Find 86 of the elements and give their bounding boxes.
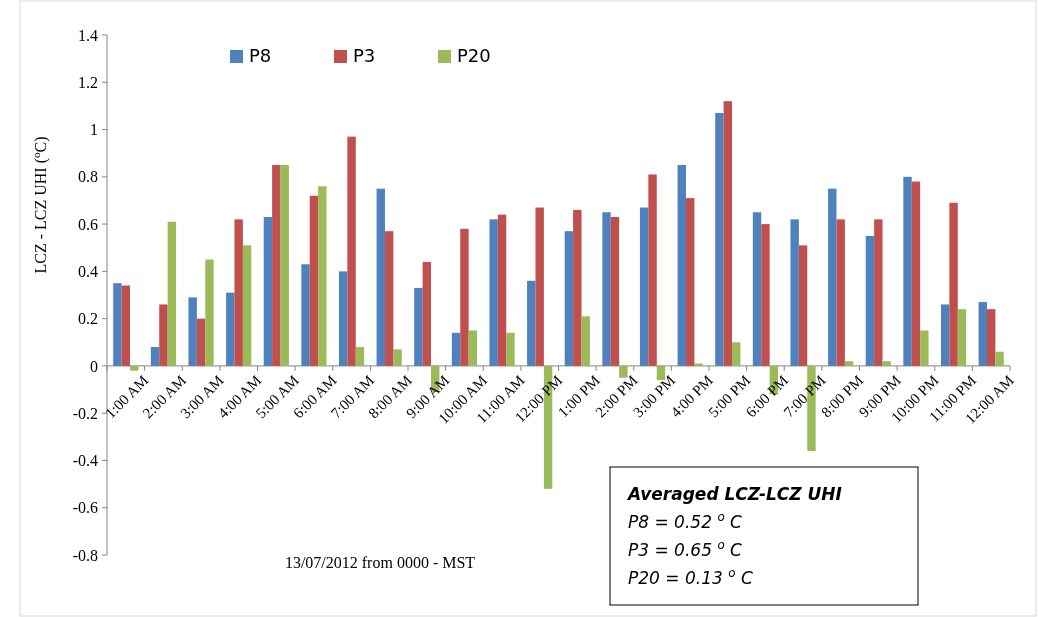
bar xyxy=(602,212,611,366)
bar xyxy=(460,228,469,366)
bar xyxy=(489,219,498,366)
bar xyxy=(581,316,590,366)
bar xyxy=(384,231,394,366)
bar xyxy=(376,188,385,366)
bar xyxy=(167,221,177,366)
bar xyxy=(263,217,273,366)
bar xyxy=(874,219,883,366)
bar xyxy=(882,361,891,366)
bar xyxy=(911,181,921,366)
bar xyxy=(752,212,762,366)
y-tick-label: -0.6 xyxy=(72,499,98,517)
bar xyxy=(468,330,478,366)
bar xyxy=(188,297,197,366)
y-tick-label: 0 xyxy=(90,357,98,375)
bar xyxy=(949,202,958,366)
bar xyxy=(535,207,544,366)
bar xyxy=(828,188,837,366)
bar xyxy=(732,342,741,366)
bar xyxy=(573,209,582,366)
bar xyxy=(903,176,912,366)
y-tick-label: 0.4 xyxy=(78,262,98,280)
bar xyxy=(318,186,327,366)
bar xyxy=(113,283,122,366)
bar xyxy=(978,302,987,366)
annotation: P8 = 0.52 $^{o}$ C xyxy=(628,510,743,532)
bar xyxy=(844,361,854,366)
bar xyxy=(685,198,695,366)
bar xyxy=(159,304,168,366)
bar xyxy=(338,271,348,366)
y-tick-label: -0.4 xyxy=(72,452,98,470)
bar xyxy=(798,245,808,366)
legend-label: P20 xyxy=(457,45,491,67)
bar xyxy=(639,207,649,366)
y-tick-label: 0.6 xyxy=(78,215,98,233)
y-tick-label: -0.8 xyxy=(72,546,98,564)
bar xyxy=(761,224,770,366)
text: P20 = 0.13 $^{o}$ C xyxy=(628,566,753,588)
bar xyxy=(226,292,235,366)
bar xyxy=(715,113,724,366)
y-tick-label: 1.4 xyxy=(78,26,98,44)
bar xyxy=(355,347,365,366)
bar xyxy=(610,217,620,366)
bar xyxy=(506,332,515,366)
bar xyxy=(414,287,423,366)
bar xyxy=(957,309,967,366)
y-tick-label: 1.2 xyxy=(78,73,98,91)
y-tick-label: 0.8 xyxy=(78,168,98,186)
bar xyxy=(564,231,574,366)
legend-label: P8 xyxy=(249,45,272,67)
bar xyxy=(121,285,131,366)
bar xyxy=(196,318,206,366)
bar xyxy=(865,235,875,366)
legend-label: P3 xyxy=(353,45,376,67)
bar xyxy=(234,219,243,366)
bar xyxy=(995,351,1004,366)
bar xyxy=(150,347,160,366)
bar xyxy=(272,165,281,366)
bar xyxy=(648,174,657,366)
y-tick-label: 1 xyxy=(90,121,98,139)
bar xyxy=(836,219,845,366)
bar xyxy=(694,363,703,366)
annotation: P3 = 0.65 $^{o}$ C xyxy=(628,538,743,560)
bar xyxy=(301,264,310,366)
bar xyxy=(451,332,461,366)
bar xyxy=(986,309,996,366)
bar xyxy=(280,165,289,366)
bar xyxy=(790,219,799,366)
bar xyxy=(347,136,356,366)
bar xyxy=(393,349,402,366)
bar xyxy=(205,259,214,366)
annotation: Averaged LCZ-LCZ UHI xyxy=(626,484,842,504)
y-tick-label: 0.2 xyxy=(78,310,98,328)
bar xyxy=(309,195,319,366)
bar xyxy=(527,280,536,366)
y-tick-label: -0.2 xyxy=(72,404,98,422)
x-axis-title: 13/07/2012 from 0000 - MST xyxy=(284,554,476,571)
bar xyxy=(940,304,950,366)
bar xyxy=(677,165,686,366)
bar xyxy=(130,365,139,371)
bar xyxy=(723,101,733,366)
bar xyxy=(422,261,432,366)
bar xyxy=(497,214,507,366)
bar xyxy=(242,245,252,366)
bar xyxy=(920,330,929,366)
